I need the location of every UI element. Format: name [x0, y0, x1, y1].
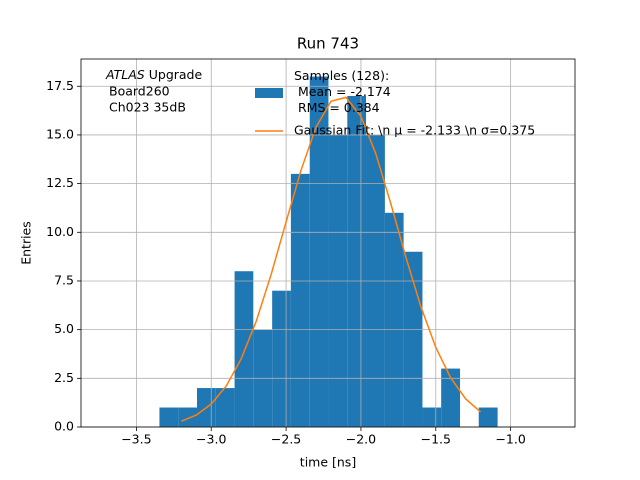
fit-line: [181, 96, 482, 422]
plot-frame: [80, 58, 576, 428]
legend-swatch: [255, 88, 283, 98]
annotation-emphasis: ATLAS: [105, 67, 145, 82]
x-tick-label: −2.5: [271, 432, 301, 447]
chart-title: Run 743: [297, 35, 359, 53]
y-tick-label: 7.5: [54, 272, 74, 287]
y-tick-label: 17.5: [46, 78, 74, 93]
bar: [347, 95, 367, 428]
legend-label: Samples (128): Mean = -2.174 RMS = 0.384: [294, 68, 391, 115]
x-axis-label: time [ns]: [300, 455, 356, 470]
y-axis-label: Entries: [19, 221, 34, 265]
y-tick-label: 12.5: [46, 175, 74, 190]
bar: [290, 173, 310, 427]
annotation-line: Ch023 35dB: [109, 100, 186, 115]
bar: [178, 407, 198, 427]
annotation-text: Upgrade: [149, 67, 203, 82]
bar: [403, 251, 423, 427]
x-tick-label: −2.0: [346, 432, 376, 447]
x-tick-label: −1.5: [421, 432, 451, 447]
y-tick-label: 5.0: [54, 321, 74, 336]
bar: [384, 212, 404, 427]
annotation-line: Board260: [109, 84, 170, 99]
annotation: ATLAS Upgrade: [105, 67, 202, 82]
bar: [272, 290, 291, 427]
y-tick-label: 15.0: [46, 126, 74, 141]
x-tick-label: −3.5: [121, 432, 151, 447]
bar: [234, 271, 254, 427]
x-tick-label: −1.0: [495, 432, 525, 447]
bar: [422, 407, 442, 427]
bar: [478, 407, 498, 427]
y-tick-label: 2.5: [54, 370, 74, 385]
x-tick-label: −3.0: [196, 432, 226, 447]
y-tick-label: 10.0: [46, 224, 74, 239]
y-tick-label: 0.0: [54, 419, 74, 434]
bar: [215, 388, 235, 427]
bar: [159, 407, 179, 427]
legend-label: Gaussian Fit: \n μ = -2.133 \n σ=0.375: [294, 123, 535, 138]
bar: [309, 76, 329, 428]
